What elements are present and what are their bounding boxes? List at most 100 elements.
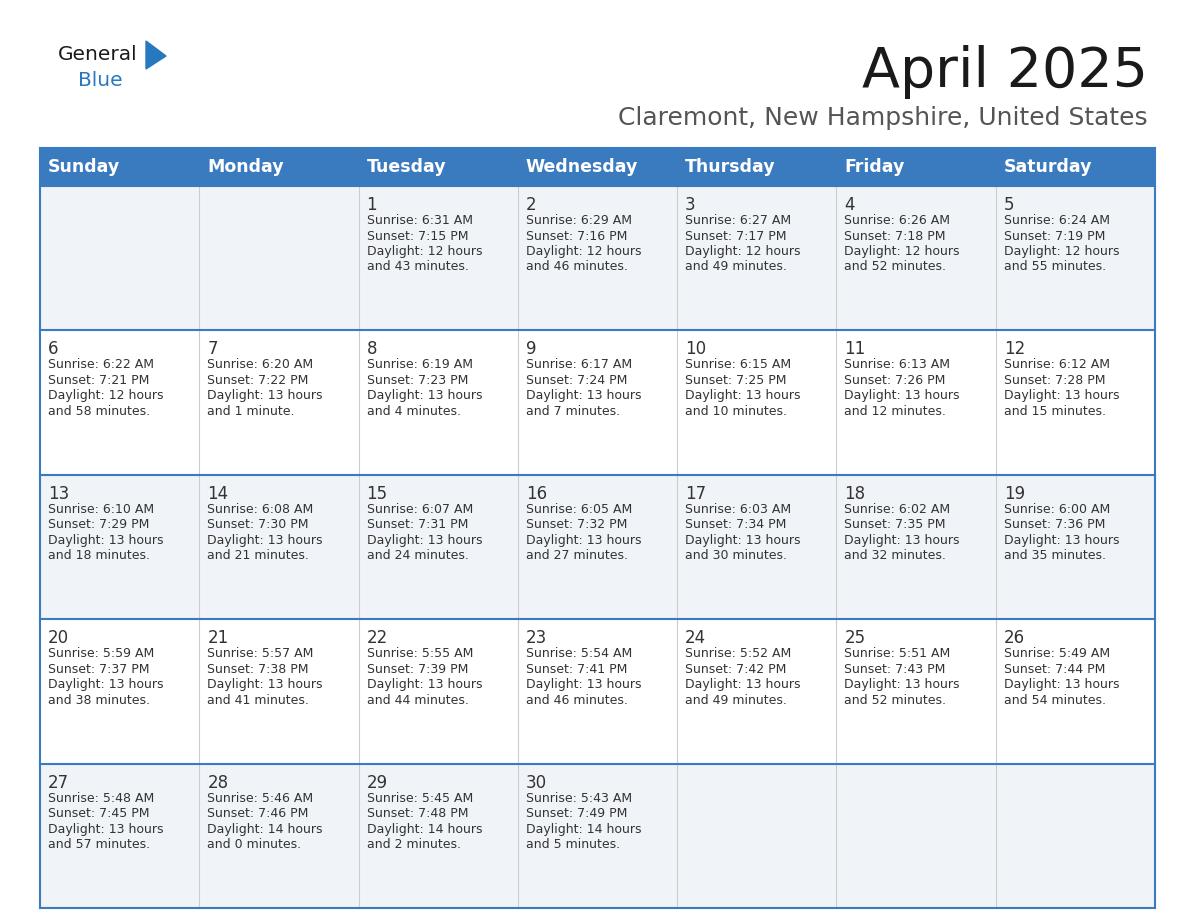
Text: Daylight: 13 hours: Daylight: 13 hours <box>207 678 323 691</box>
Text: Sunrise: 6:19 AM: Sunrise: 6:19 AM <box>367 358 473 372</box>
Text: and 52 minutes.: and 52 minutes. <box>845 694 947 707</box>
Text: and 7 minutes.: and 7 minutes. <box>526 405 620 418</box>
Text: Sunrise: 5:46 AM: Sunrise: 5:46 AM <box>207 791 314 804</box>
Text: and 12 minutes.: and 12 minutes. <box>845 405 947 418</box>
Text: Daylight: 12 hours: Daylight: 12 hours <box>526 245 642 258</box>
Text: Sunset: 7:43 PM: Sunset: 7:43 PM <box>845 663 946 676</box>
Text: and 44 minutes.: and 44 minutes. <box>367 694 468 707</box>
Text: Sunrise: 6:27 AM: Sunrise: 6:27 AM <box>685 214 791 227</box>
Text: Sunset: 7:36 PM: Sunset: 7:36 PM <box>1004 519 1105 532</box>
Text: Daylight: 13 hours: Daylight: 13 hours <box>526 533 642 547</box>
Text: Sunrise: 6:00 AM: Sunrise: 6:00 AM <box>1004 503 1110 516</box>
Text: 20: 20 <box>48 629 69 647</box>
Text: Sunrise: 6:22 AM: Sunrise: 6:22 AM <box>48 358 154 372</box>
Text: Sunrise: 5:52 AM: Sunrise: 5:52 AM <box>685 647 791 660</box>
Bar <box>40 475 1155 620</box>
Text: Sunset: 7:15 PM: Sunset: 7:15 PM <box>367 230 468 242</box>
Text: Blue: Blue <box>78 72 122 91</box>
Text: 23: 23 <box>526 629 548 647</box>
Text: Daylight: 13 hours: Daylight: 13 hours <box>845 533 960 547</box>
Text: Sunset: 7:28 PM: Sunset: 7:28 PM <box>1004 374 1105 386</box>
Text: Sunset: 7:39 PM: Sunset: 7:39 PM <box>367 663 468 676</box>
Text: Sunrise: 5:48 AM: Sunrise: 5:48 AM <box>48 791 154 804</box>
Text: and 4 minutes.: and 4 minutes. <box>367 405 461 418</box>
Text: and 21 minutes.: and 21 minutes. <box>207 549 309 563</box>
Bar <box>40 764 1155 908</box>
Text: Daylight: 12 hours: Daylight: 12 hours <box>845 245 960 258</box>
Polygon shape <box>146 41 166 69</box>
Text: Sunset: 7:42 PM: Sunset: 7:42 PM <box>685 663 786 676</box>
Text: 17: 17 <box>685 485 707 503</box>
Text: Sunset: 7:49 PM: Sunset: 7:49 PM <box>526 807 627 820</box>
Text: Sunrise: 6:26 AM: Sunrise: 6:26 AM <box>845 214 950 227</box>
Text: Daylight: 13 hours: Daylight: 13 hours <box>526 678 642 691</box>
Text: Sunset: 7:16 PM: Sunset: 7:16 PM <box>526 230 627 242</box>
Text: Sunset: 7:25 PM: Sunset: 7:25 PM <box>685 374 786 386</box>
Text: Wednesday: Wednesday <box>526 158 638 176</box>
Text: 29: 29 <box>367 774 387 791</box>
Text: Sunrise: 6:24 AM: Sunrise: 6:24 AM <box>1004 214 1110 227</box>
Text: and 18 minutes.: and 18 minutes. <box>48 549 150 563</box>
Text: Daylight: 13 hours: Daylight: 13 hours <box>207 533 323 547</box>
Text: and 57 minutes.: and 57 minutes. <box>48 838 150 851</box>
Text: and 54 minutes.: and 54 minutes. <box>1004 694 1106 707</box>
Text: Sunrise: 6:31 AM: Sunrise: 6:31 AM <box>367 214 473 227</box>
Text: 5: 5 <box>1004 196 1015 214</box>
Text: Sunrise: 6:15 AM: Sunrise: 6:15 AM <box>685 358 791 372</box>
Text: Sunset: 7:38 PM: Sunset: 7:38 PM <box>207 663 309 676</box>
Text: and 35 minutes.: and 35 minutes. <box>1004 549 1106 563</box>
Text: 9: 9 <box>526 341 536 358</box>
Text: Daylight: 12 hours: Daylight: 12 hours <box>48 389 164 402</box>
Text: Sunrise: 6:20 AM: Sunrise: 6:20 AM <box>207 358 314 372</box>
Text: 4: 4 <box>845 196 855 214</box>
Text: Daylight: 13 hours: Daylight: 13 hours <box>1004 678 1119 691</box>
Text: Daylight: 13 hours: Daylight: 13 hours <box>207 389 323 402</box>
Text: 27: 27 <box>48 774 69 791</box>
Text: 8: 8 <box>367 341 377 358</box>
Bar <box>40 148 1155 186</box>
Text: 25: 25 <box>845 629 866 647</box>
Text: 30: 30 <box>526 774 546 791</box>
Text: 2: 2 <box>526 196 537 214</box>
Text: and 2 minutes.: and 2 minutes. <box>367 838 461 851</box>
Text: 19: 19 <box>1004 485 1025 503</box>
Text: Sunset: 7:29 PM: Sunset: 7:29 PM <box>48 519 150 532</box>
Text: April 2025: April 2025 <box>862 45 1148 99</box>
Text: 12: 12 <box>1004 341 1025 358</box>
Text: Sunset: 7:46 PM: Sunset: 7:46 PM <box>207 807 309 820</box>
Text: Sunrise: 6:03 AM: Sunrise: 6:03 AM <box>685 503 791 516</box>
Text: Sunset: 7:48 PM: Sunset: 7:48 PM <box>367 807 468 820</box>
Text: Sunset: 7:23 PM: Sunset: 7:23 PM <box>367 374 468 386</box>
Text: Sunset: 7:26 PM: Sunset: 7:26 PM <box>845 374 946 386</box>
Text: Daylight: 14 hours: Daylight: 14 hours <box>526 823 642 835</box>
Text: and 10 minutes.: and 10 minutes. <box>685 405 788 418</box>
Text: Tuesday: Tuesday <box>367 158 447 176</box>
Text: Sunrise: 6:08 AM: Sunrise: 6:08 AM <box>207 503 314 516</box>
Text: Daylight: 13 hours: Daylight: 13 hours <box>367 678 482 691</box>
Text: Daylight: 13 hours: Daylight: 13 hours <box>526 389 642 402</box>
Text: 26: 26 <box>1004 629 1025 647</box>
Text: 6: 6 <box>48 341 58 358</box>
Text: Daylight: 13 hours: Daylight: 13 hours <box>1004 533 1119 547</box>
Text: Sunrise: 5:45 AM: Sunrise: 5:45 AM <box>367 791 473 804</box>
Text: Sunset: 7:21 PM: Sunset: 7:21 PM <box>48 374 150 386</box>
Text: Claremont, New Hampshire, United States: Claremont, New Hampshire, United States <box>619 106 1148 130</box>
Text: and 24 minutes.: and 24 minutes. <box>367 549 468 563</box>
Text: Daylight: 13 hours: Daylight: 13 hours <box>685 389 801 402</box>
Text: and 5 minutes.: and 5 minutes. <box>526 838 620 851</box>
Text: Saturday: Saturday <box>1004 158 1092 176</box>
Text: Sunset: 7:35 PM: Sunset: 7:35 PM <box>845 519 946 532</box>
Bar <box>40 620 1155 764</box>
Text: Sunset: 7:31 PM: Sunset: 7:31 PM <box>367 519 468 532</box>
Text: 24: 24 <box>685 629 707 647</box>
Text: 14: 14 <box>207 485 228 503</box>
Text: Sunset: 7:19 PM: Sunset: 7:19 PM <box>1004 230 1105 242</box>
Text: Sunset: 7:34 PM: Sunset: 7:34 PM <box>685 519 786 532</box>
Text: and 46 minutes.: and 46 minutes. <box>526 261 627 274</box>
Text: Daylight: 13 hours: Daylight: 13 hours <box>1004 389 1119 402</box>
Text: Sunrise: 6:07 AM: Sunrise: 6:07 AM <box>367 503 473 516</box>
Text: and 1 minute.: and 1 minute. <box>207 405 295 418</box>
Text: Daylight: 13 hours: Daylight: 13 hours <box>48 678 164 691</box>
Text: Sunset: 7:18 PM: Sunset: 7:18 PM <box>845 230 946 242</box>
Text: Daylight: 13 hours: Daylight: 13 hours <box>685 533 801 547</box>
